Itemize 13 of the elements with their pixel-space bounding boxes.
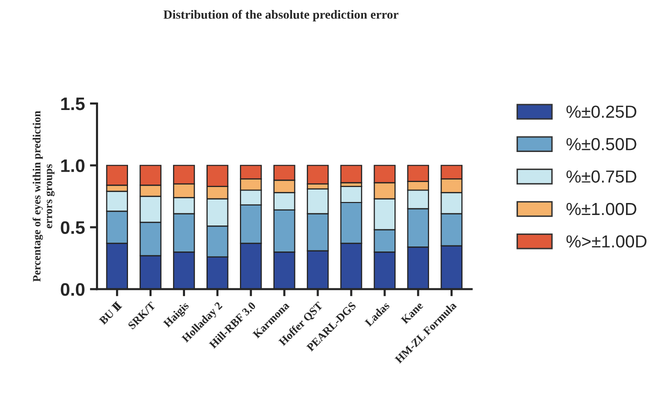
legend-label: %±0.25D [566,106,636,118]
y-tick-label: 0.0 [60,283,84,296]
y-tick-label: 0.5 [60,221,85,234]
y-axis-title: Percentage of eyes within prediction errors groups [32,110,55,282]
bar [340,164,362,184]
legend-label: %>±1.00D [566,235,646,248]
y-tick-label: 1.0 [61,159,84,172]
x-tick-label: BU Ⅱ [98,301,122,326]
chart-title: Distribution of the absolute prediction error [164,10,398,22]
legend-label: %±1.00D [566,202,636,216]
legend-label: %±0.75D [566,170,636,183]
y-tick-label: 1.5 [61,98,85,110]
legend-label: %±0.50D [566,138,636,150]
